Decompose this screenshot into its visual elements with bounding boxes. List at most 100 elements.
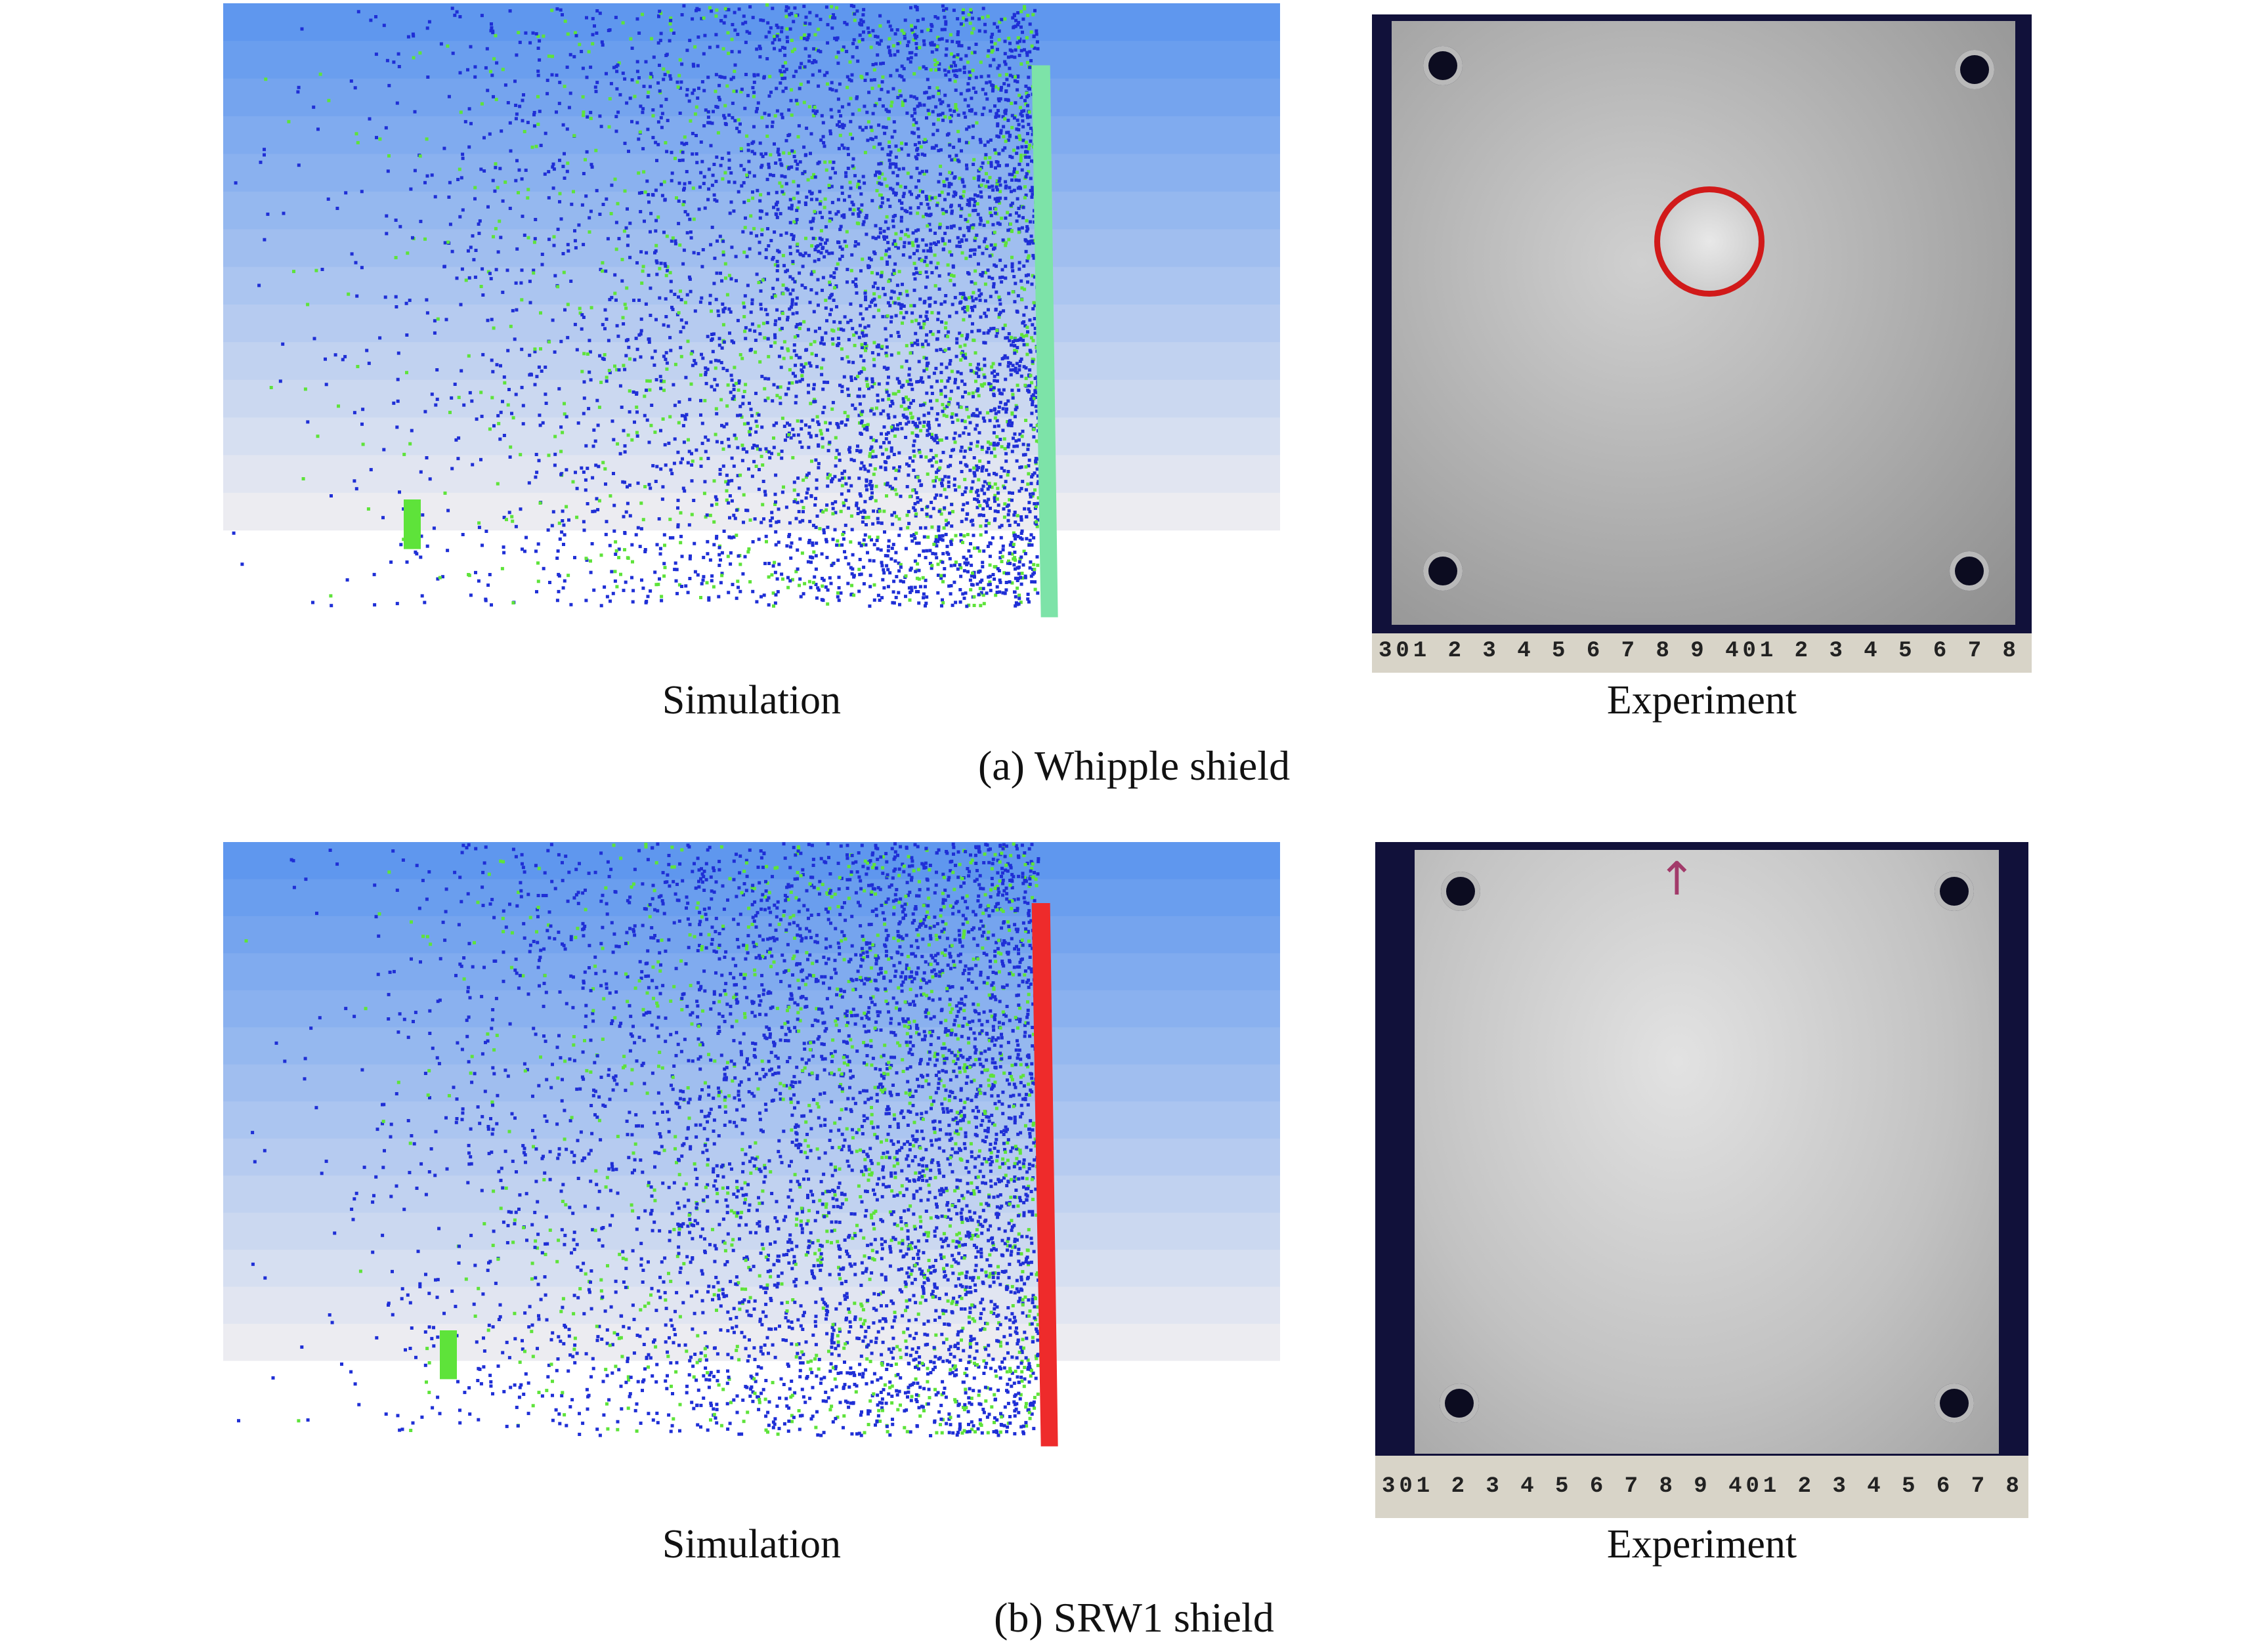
debris-particle bbox=[651, 356, 654, 360]
debris-particle bbox=[825, 503, 829, 507]
debris-particle bbox=[613, 177, 617, 181]
debris-particle bbox=[849, 133, 853, 136]
debris-particle bbox=[786, 318, 789, 322]
debris-particle bbox=[511, 416, 515, 420]
debris-particle bbox=[828, 421, 832, 425]
debris-particle bbox=[765, 212, 769, 216]
debris-particle bbox=[991, 388, 995, 392]
debris-particle bbox=[924, 285, 928, 289]
debris-particle bbox=[794, 14, 798, 18]
debris-particle bbox=[385, 58, 389, 62]
debris-particle bbox=[1017, 162, 1021, 166]
debris-particle bbox=[986, 54, 990, 58]
debris-particle bbox=[769, 239, 773, 243]
debris-particle bbox=[786, 39, 789, 43]
debris-particle bbox=[559, 339, 563, 343]
debris-particle bbox=[912, 72, 916, 75]
debris-particle bbox=[1028, 22, 1032, 26]
debris-particle bbox=[812, 47, 816, 51]
debris-particle bbox=[868, 256, 871, 260]
debris-particle bbox=[819, 229, 823, 233]
debris-particle bbox=[890, 513, 894, 517]
debris-particle bbox=[941, 402, 945, 406]
debris-particle bbox=[884, 108, 888, 112]
debris-particle bbox=[949, 273, 953, 277]
debris-particle bbox=[987, 49, 991, 53]
debris-particle bbox=[361, 442, 365, 446]
debris-particle bbox=[967, 392, 971, 396]
debris-particle bbox=[740, 356, 744, 360]
debris-particle bbox=[702, 89, 706, 93]
debris-particle bbox=[996, 510, 1000, 514]
debris-particle bbox=[368, 117, 372, 121]
debris-particle bbox=[995, 200, 998, 203]
debris-particle bbox=[945, 7, 949, 11]
debris-particle bbox=[881, 104, 885, 108]
debris-particle bbox=[1000, 392, 1004, 396]
debris-particle bbox=[985, 468, 989, 472]
debris-particle bbox=[884, 448, 888, 452]
debris-particle bbox=[875, 189, 879, 192]
debris-particle bbox=[493, 189, 497, 193]
debris-particle bbox=[672, 383, 675, 387]
debris-particle bbox=[912, 449, 916, 453]
debris-particle bbox=[931, 455, 935, 459]
debris-particle bbox=[991, 573, 995, 576]
debris-particle bbox=[450, 7, 454, 11]
debris-particle bbox=[921, 326, 925, 329]
debris-particle bbox=[869, 447, 873, 451]
debris-particle bbox=[1015, 171, 1019, 175]
debris-particle bbox=[764, 534, 768, 538]
debris-particle bbox=[829, 581, 833, 585]
debris-particle bbox=[954, 377, 957, 381]
debris-particle bbox=[411, 236, 414, 240]
debris-particle bbox=[767, 244, 771, 247]
debris-particle bbox=[1008, 173, 1012, 177]
debris-particle bbox=[953, 563, 956, 567]
debris-particle bbox=[800, 377, 804, 381]
debris-particle bbox=[266, 212, 270, 216]
debris-particle bbox=[1017, 489, 1021, 493]
debris-particle bbox=[984, 270, 987, 274]
debris-particle bbox=[812, 400, 816, 404]
debris-particle bbox=[647, 482, 651, 486]
debris-particle bbox=[953, 431, 957, 435]
debris-particle bbox=[921, 380, 925, 384]
debris-particle bbox=[897, 469, 901, 473]
debris-particle bbox=[1004, 452, 1008, 455]
debris-particle bbox=[886, 198, 890, 201]
debris-particle bbox=[912, 304, 916, 308]
debris-particle bbox=[1011, 396, 1015, 400]
debris-particle bbox=[925, 116, 928, 120]
debris-particle bbox=[996, 122, 1000, 126]
debris-particle bbox=[1012, 116, 1016, 120]
debris-particle bbox=[1035, 385, 1038, 389]
debris-particle bbox=[372, 572, 376, 576]
debris-particle bbox=[991, 222, 995, 226]
debris-particle bbox=[867, 469, 870, 473]
debris-particle bbox=[878, 171, 882, 175]
debris-particle bbox=[853, 407, 857, 411]
debris-particle bbox=[967, 46, 971, 50]
debris-particle bbox=[997, 64, 1001, 68]
debris-particle bbox=[929, 242, 933, 246]
debris-particle bbox=[993, 42, 997, 46]
debris-particle bbox=[1033, 568, 1037, 572]
debris-particle bbox=[788, 27, 792, 31]
debris-particle bbox=[1028, 510, 1032, 514]
debris-particle bbox=[1010, 255, 1014, 259]
debris-particle bbox=[395, 425, 399, 429]
debris-particle bbox=[678, 58, 682, 62]
debris-particle bbox=[412, 56, 416, 60]
debris-particle bbox=[824, 539, 828, 543]
debris-particle bbox=[927, 421, 931, 424]
debris-particle bbox=[930, 433, 933, 436]
debris-particle bbox=[966, 561, 970, 565]
debris-particle bbox=[968, 70, 972, 74]
debris-particle bbox=[836, 210, 840, 214]
debris-particle bbox=[829, 308, 833, 312]
debris-particle bbox=[851, 137, 854, 140]
debris-particle bbox=[936, 574, 940, 577]
debris-particle bbox=[820, 552, 824, 556]
debris-particle bbox=[864, 125, 868, 129]
